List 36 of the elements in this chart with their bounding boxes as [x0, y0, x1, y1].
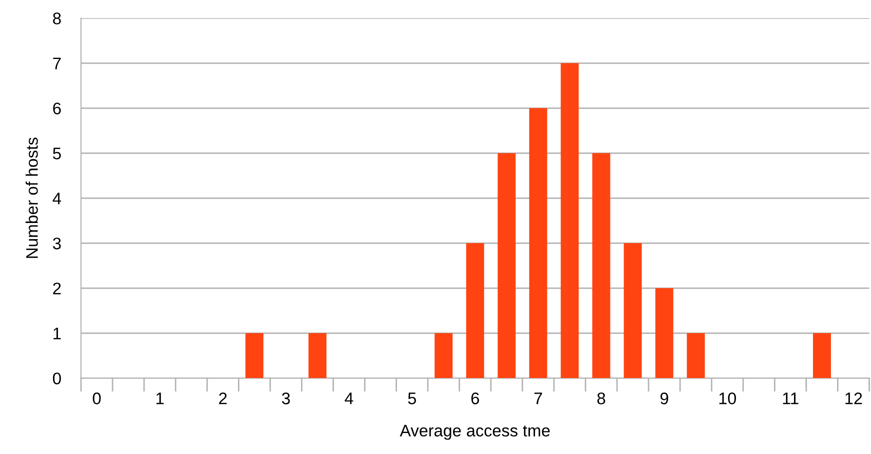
x-tick-label: 11 — [783, 392, 798, 404]
y-tick-label: 1 — [54, 328, 61, 340]
y-tick-label: 5 — [52, 148, 61, 160]
x-tick-label: 1 — [156, 392, 164, 404]
y-tick-label: 8 — [53, 12, 61, 24]
x-tick-label: 2 — [219, 392, 227, 404]
x-tick-label: 6 — [471, 392, 480, 404]
bar — [560, 63, 579, 378]
bar — [498, 153, 516, 378]
x-tick-label: 9 — [660, 392, 668, 404]
bar — [812, 333, 831, 378]
bar — [592, 153, 610, 378]
y-tick-label: 2 — [53, 282, 61, 294]
bar — [434, 333, 453, 378]
x-tick-label: 8 — [597, 392, 606, 404]
bar — [624, 243, 642, 378]
bar — [686, 333, 705, 378]
x-tick-label: 12 — [845, 392, 862, 404]
y-axis-title: Number of hosts — [26, 138, 38, 258]
bar — [529, 108, 548, 378]
x-tick-label: 5 — [408, 392, 416, 404]
y-tick-label: 0 — [52, 372, 61, 384]
y-tick-label: 4 — [52, 192, 62, 204]
bar — [466, 243, 484, 378]
x-tick-label: 10 — [719, 392, 736, 404]
bar — [245, 333, 264, 378]
y-tick-label: 7 — [53, 58, 61, 70]
bar — [655, 288, 674, 378]
x-tick-label: 7 — [534, 392, 542, 404]
y-tick-label: 3 — [52, 238, 61, 250]
x-axis-title: Average access tme — [400, 424, 550, 440]
bar — [308, 333, 326, 378]
x-tick-label: 3 — [282, 392, 290, 404]
x-tick-label: 4 — [344, 392, 354, 404]
x-tick-label: 0 — [92, 392, 101, 404]
y-tick-label: 6 — [53, 102, 61, 114]
